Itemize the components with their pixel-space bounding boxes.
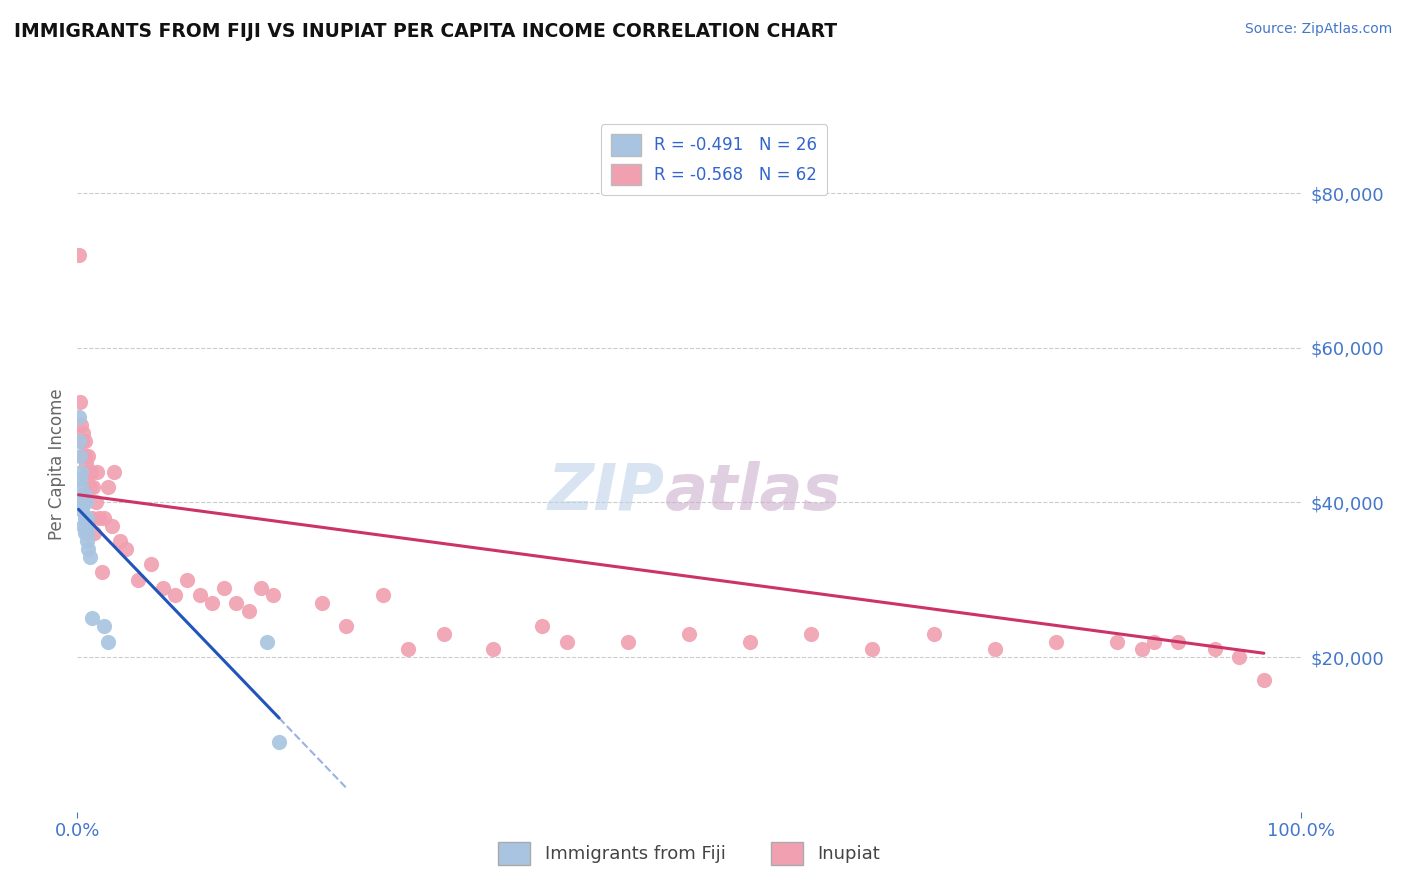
- Point: [984, 642, 1007, 657]
- Point: [201, 596, 224, 610]
- Text: Source: ZipAtlas.com: Source: ZipAtlas.com: [1244, 22, 1392, 37]
- Point: [128, 573, 150, 587]
- Point: [250, 581, 273, 595]
- Text: ZIP: ZIP: [547, 460, 665, 523]
- Point: [73, 526, 96, 541]
- Point: [84, 495, 107, 509]
- Point: [70, 480, 93, 494]
- Point: [69, 449, 91, 463]
- Point: [678, 627, 700, 641]
- Point: [256, 634, 278, 648]
- Point: [70, 495, 93, 509]
- Text: IMMIGRANTS FROM FIJI VS INUPIAT PER CAPITA INCOME CORRELATION CHART: IMMIGRANTS FROM FIJI VS INUPIAT PER CAPI…: [14, 22, 837, 41]
- Point: [531, 619, 554, 633]
- Point: [70, 434, 93, 448]
- Point: [76, 526, 98, 541]
- Point: [76, 511, 98, 525]
- Point: [93, 511, 115, 525]
- Point: [396, 642, 419, 657]
- Point: [1130, 642, 1153, 657]
- Point: [97, 480, 120, 494]
- Y-axis label: Per Capita Income: Per Capita Income: [48, 388, 66, 540]
- Point: [238, 604, 260, 618]
- Point: [90, 565, 112, 579]
- Point: [100, 518, 122, 533]
- Point: [1143, 634, 1166, 648]
- Point: [83, 526, 105, 541]
- Point: [77, 541, 100, 556]
- Point: [225, 596, 247, 610]
- Point: [800, 627, 823, 641]
- Point: [86, 465, 108, 479]
- Point: [165, 588, 187, 602]
- Point: [862, 642, 884, 657]
- Point: [73, 488, 96, 502]
- Point: [311, 596, 333, 610]
- Point: [67, 434, 90, 448]
- Point: [97, 634, 120, 648]
- Point: [75, 495, 97, 509]
- Point: [188, 588, 211, 602]
- Point: [72, 518, 94, 533]
- Point: [103, 465, 125, 479]
- Point: [262, 588, 284, 602]
- Point: [76, 534, 98, 549]
- Point: [1167, 634, 1189, 648]
- Point: [70, 465, 93, 479]
- Point: [371, 588, 394, 602]
- Point: [152, 581, 174, 595]
- Point: [67, 410, 90, 425]
- Point: [269, 735, 291, 749]
- Point: [76, 472, 98, 486]
- Point: [1253, 673, 1275, 688]
- Point: [108, 534, 131, 549]
- Point: [67, 248, 90, 262]
- Point: [93, 619, 115, 633]
- Point: [115, 541, 138, 556]
- Point: [73, 434, 96, 448]
- Point: [433, 627, 456, 641]
- Point: [335, 619, 357, 633]
- Point: [922, 627, 945, 641]
- Point: [72, 495, 94, 509]
- Point: [1045, 634, 1067, 648]
- Point: [82, 480, 104, 494]
- Point: [80, 611, 103, 625]
- Point: [212, 581, 235, 595]
- Point: [617, 634, 640, 648]
- Point: [89, 511, 111, 525]
- Point: [79, 549, 101, 564]
- Point: [176, 573, 198, 587]
- Text: atlas: atlas: [665, 460, 841, 523]
- Point: [69, 472, 91, 486]
- Point: [77, 449, 100, 463]
- Point: [70, 449, 93, 463]
- Point: [482, 642, 505, 657]
- Point: [1204, 642, 1226, 657]
- Point: [1107, 634, 1129, 648]
- Point: [75, 518, 97, 533]
- Point: [80, 511, 103, 525]
- Point: [75, 457, 97, 471]
- Point: [69, 395, 91, 409]
- Point: [80, 465, 103, 479]
- Point: [73, 511, 96, 525]
- Point: [740, 634, 762, 648]
- Legend: Immigrants from Fiji, Inupiat: Immigrants from Fiji, Inupiat: [491, 835, 887, 872]
- Point: [1229, 650, 1251, 665]
- Point: [76, 465, 98, 479]
- Point: [70, 418, 93, 433]
- Point: [73, 449, 96, 463]
- Point: [79, 480, 101, 494]
- Point: [139, 558, 162, 572]
- Point: [70, 503, 93, 517]
- Point: [70, 488, 93, 502]
- Point: [72, 425, 94, 440]
- Point: [555, 634, 578, 648]
